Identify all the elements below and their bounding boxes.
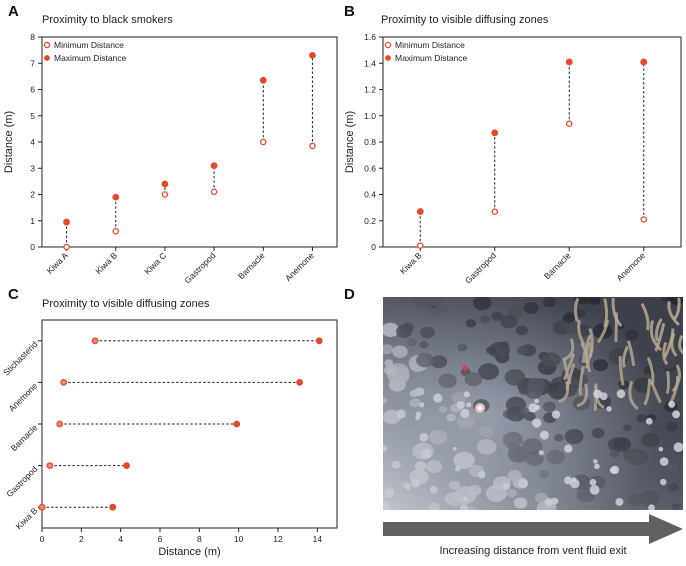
panel-a-title: Proximity to black smokers [42, 14, 173, 26]
chart-a-legend-max-marker [44, 55, 50, 61]
chart-c-min-point-anemone [60, 379, 68, 386]
chart-c-y-tick-label-anemone: Anemone [7, 381, 40, 414]
chart-c-y-tick-label-stichasterid: Stichasterid [1, 339, 40, 378]
chart-a-min-point-kiwa-a [63, 243, 70, 251]
arrow-caption: Increasing distance from vent fluid exit [439, 545, 627, 557]
distance-arrow [383, 514, 683, 544]
chart-a-max-point-kiwa-c [161, 180, 169, 188]
chart-c-x-tick-label: 6 [158, 534, 163, 544]
chart-b-legend-max-marker [385, 55, 391, 61]
chart-c-y-tick-label-kiwa-b: Kiwa B [14, 505, 40, 531]
chart-a-y-tick-label: 0 [30, 242, 35, 252]
chart-c-min-point-kiwa-b [38, 503, 46, 511]
panel-c-title: Proximity to visible diffusing zones [42, 298, 210, 310]
chart-a-max-point-kiwa-b [112, 193, 120, 201]
chart-a-min-point-barnacle [259, 138, 267, 146]
chart-b-legend-min-label: Minimum Distance [395, 40, 465, 50]
chart-c-max-point-barnacle [233, 420, 241, 428]
chart-c-x-tick-label: 0 [40, 534, 45, 544]
chart-a-max-point-barnacle [259, 76, 267, 84]
chart-a-y-tick-label: 8 [30, 32, 35, 42]
panel-b-letter: B [344, 3, 355, 20]
chart-b-x-tick-label-kiwa-b: Kiwa B [398, 250, 424, 276]
chart-b-max-point-barnacle [565, 58, 573, 66]
chart-a-y-tick-label: 4 [30, 137, 35, 147]
chart-b-y-tick-label: 1.0 [364, 111, 376, 121]
chart-c-max-point-anemone [296, 379, 304, 386]
chart-a-y-tick-label: 2 [30, 190, 35, 200]
chart-c-x-tick-label: 10 [234, 534, 244, 544]
vent-photo-illustration [383, 297, 683, 510]
chart-a-max-point-kiwa-a [63, 218, 70, 226]
chart-b-y-tick-label: 0.8 [364, 137, 376, 147]
chart-a-min-point-gastropod [210, 188, 218, 196]
chart-c-x-tick-label: 12 [273, 534, 283, 544]
chart-b-x-tick-label-barnacle: Barnacle [542, 250, 573, 281]
chart-c-x-tick-label: 2 [79, 534, 84, 544]
chart-a-y-tick-label: 5 [30, 111, 35, 121]
chart-b-legend-min-marker [384, 41, 392, 49]
chart-a-y-tick-label: 3 [30, 163, 35, 173]
chart-a-max-point-anemone [309, 51, 316, 59]
chart-b-proximity-diffusing-zones: 0 0.2 0.4 0.6 0.8 1.0 1.2 1.4 1.6 Kiwa B Gastropod… [344, 32, 682, 285]
chart-a-y-tick-label: 1 [30, 216, 35, 226]
chart-b-max-point-kiwa-b [416, 208, 424, 215]
chart-a-min-point-kiwa-b [112, 227, 120, 235]
chart-b-max-point-gastropod [491, 129, 499, 137]
chart-c-x-tick-label: 14 [313, 534, 323, 544]
chart-c-y-tick-label-barnacle: Barnacle [9, 422, 40, 453]
chart-a-legend-min-marker [43, 41, 51, 49]
vent-community-photo [383, 297, 683, 510]
chart-c-proximity-diffusing-zones-horizontal: 0 2 4 6 8 10 12 14 Distance (m) Kiwa B Gastropod Ba… [1, 319, 338, 558]
chart-b-plot-frame [382, 36, 682, 248]
chart-c-min-point-stichasterid [91, 337, 99, 345]
panel-b-title: Proximity to visible diffusing zones [381, 14, 549, 26]
chart-b-min-point-anemone [640, 216, 648, 223]
chart-b-max-point-anemone [640, 58, 648, 66]
chart-b-y-tick-label: 1.6 [364, 32, 376, 42]
chart-c-max-point-stichasterid [315, 337, 323, 345]
chart-b-y-tick-label: 1.4 [364, 58, 376, 68]
chart-a-y-axis-label: Distance (m) [3, 111, 15, 173]
chart-c-x-tick-label: 4 [118, 534, 123, 544]
chart-b-y-tick-label: 0.6 [364, 163, 376, 173]
chart-b-min-point-kiwa-b [416, 242, 424, 249]
chart-b-legend-max-label: Maximum Distance [395, 53, 468, 63]
panel-c-letter: C [8, 286, 19, 303]
chart-a-legend-min-label: Minimum Distance [54, 40, 124, 50]
chart-b-min-point-barnacle [566, 120, 573, 127]
chart-b-y-tick-label: 0.4 [364, 190, 376, 200]
chart-b-min-point-gastropod [491, 208, 498, 215]
chart-b-y-tick-label: 0 [371, 242, 376, 252]
chart-a-min-point-kiwa-c [161, 191, 169, 198]
chart-c-x-tick-label: 8 [197, 534, 202, 544]
chart-a-legend-max-label: Maximum Distance [54, 53, 127, 63]
panel-a-letter: A [8, 3, 19, 20]
chart-c-min-point-gastropod [46, 462, 54, 470]
chart-a-min-point-anemone [309, 142, 316, 150]
chart-a-y-tick-label: 6 [30, 85, 35, 95]
panel-d-letter: D [344, 286, 355, 303]
chart-b-x-tick-label-gastropod: Gastropod [463, 250, 498, 285]
chart-b-y-axis-label: Distance (m) [344, 111, 356, 173]
chart-c-plot-frame [41, 319, 338, 529]
chart-c-max-point-kiwa-b [109, 503, 117, 511]
chart-c-y-tick-label-gastropod: Gastropod [4, 464, 39, 499]
chart-b-y-tick-label: 0.2 [364, 216, 376, 226]
chart-c-max-point-gastropod [123, 462, 130, 470]
chart-b-y-tick-label: 1.2 [364, 85, 376, 95]
chart-b-x-tick-label-anemone: Anemone [614, 250, 647, 283]
arrow-shape [383, 514, 683, 544]
chart-a-y-tick-label: 7 [30, 58, 35, 68]
chart-c-min-point-barnacle [56, 420, 64, 428]
chart-c-x-axis-label: Distance (m) [158, 546, 220, 558]
chart-a-max-point-gastropod [210, 162, 218, 170]
